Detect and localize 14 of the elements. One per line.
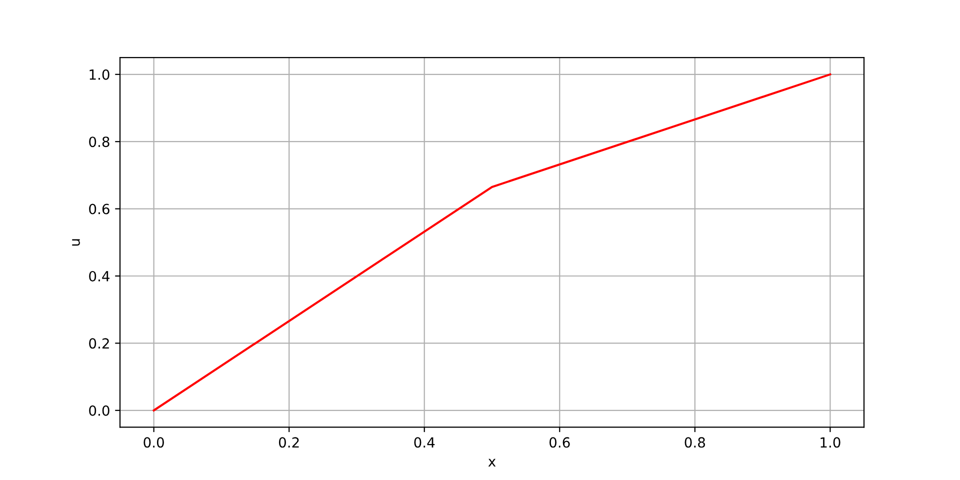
y-tick-label: 0.6 <box>89 204 110 214</box>
x-tick-label: 0.6 <box>550 437 570 448</box>
x-tick-label: 0.4 <box>414 437 435 448</box>
y-tick-label: 0.4 <box>89 270 110 282</box>
x-axis-title: x <box>488 458 496 466</box>
x-tick-label: 0.0 <box>144 437 164 448</box>
x-tick-label: 0.8 <box>684 437 706 448</box>
y-tick-label: 0.8 <box>89 136 110 148</box>
x-tick-label: 0.2 <box>278 437 299 448</box>
y-tick-label: 1.0 <box>90 69 110 80</box>
y-tick-label: 0.0 <box>89 405 110 416</box>
y-tick-label: 0.2 <box>89 338 109 349</box>
y-axis-title: u <box>72 239 80 246</box>
x-tick-label: 1.0 <box>820 437 840 448</box>
